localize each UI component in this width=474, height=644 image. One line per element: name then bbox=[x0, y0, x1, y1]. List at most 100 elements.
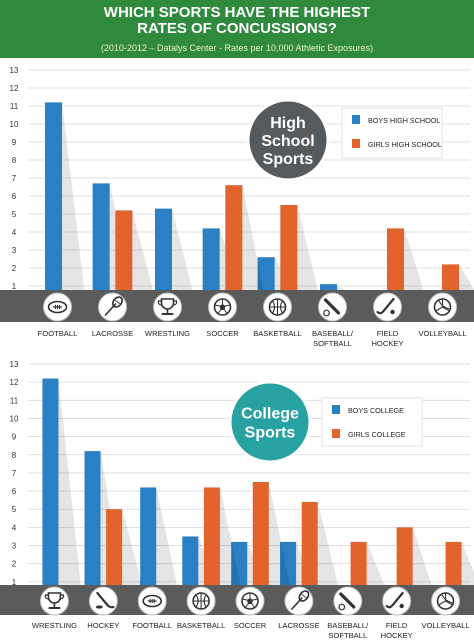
category-7: VOLLEYBALL bbox=[418, 292, 467, 338]
category-6: BASEBALL/SOFTBALL bbox=[327, 586, 369, 640]
x-tick-label: HOCKEY bbox=[87, 621, 119, 630]
y-tick-label: 11 bbox=[10, 396, 19, 405]
badge-circle bbox=[228, 380, 312, 464]
section-badge: College Sports bbox=[228, 380, 312, 464]
x-tick-label: SOFTBALL bbox=[328, 631, 367, 640]
y-tick-label: 10 bbox=[10, 414, 19, 423]
x-tick-label: FOOTBALL bbox=[38, 329, 78, 338]
legend-label: GIRLS HIGH SCHOOL bbox=[368, 140, 442, 149]
bar-girls-4 bbox=[280, 205, 298, 304]
basketball-icon bbox=[192, 592, 210, 610]
bar-girls-1 bbox=[106, 509, 123, 600]
badge-text-line: School bbox=[261, 133, 314, 150]
bar-boys-1 bbox=[92, 183, 110, 304]
bars bbox=[45, 102, 474, 305]
soccer-ball-icon bbox=[241, 592, 259, 610]
x-tick-label: FIELD bbox=[377, 329, 399, 338]
x-tick-label: LACROSSE bbox=[278, 621, 319, 630]
soccer-ball-icon bbox=[213, 298, 232, 316]
x-tick-label: LACROSSE bbox=[92, 329, 133, 338]
y-tick-label: 8 bbox=[12, 451, 17, 460]
badge-circle bbox=[246, 98, 330, 182]
x-tick-label: BASKETBALL bbox=[253, 329, 302, 338]
lacrosse-stick-icon bbox=[104, 296, 123, 316]
chart-panel-college: 012345678910111213WRESTLINGHOCKEYFOOTBAL… bbox=[0, 356, 474, 640]
category-2: WRESTLING bbox=[145, 292, 190, 338]
bar-boys-3 bbox=[182, 536, 199, 600]
football-icon bbox=[47, 300, 68, 314]
basketball-icon bbox=[268, 298, 287, 316]
bar-girls-3 bbox=[203, 487, 220, 600]
y-tick-label: 3 bbox=[12, 246, 17, 255]
x-tick-label: HOCKEY bbox=[371, 339, 403, 348]
bar-girls-4 bbox=[252, 482, 269, 600]
y-tick-label: 11 bbox=[10, 102, 19, 111]
x-tick-label: BASEBALL/ bbox=[327, 621, 369, 630]
y-tick-label: 1 bbox=[12, 578, 17, 587]
y-tick-label: 12 bbox=[10, 84, 19, 93]
y-tick-label: 2 bbox=[12, 560, 17, 569]
bars bbox=[42, 378, 474, 600]
header-banner: WHICH SPORTS HAVE THE HIGHEST RATES OF C… bbox=[0, 0, 474, 58]
x-tick-label: FIELD bbox=[386, 621, 408, 630]
y-tick-label: 7 bbox=[12, 469, 17, 478]
y-tick-label: 3 bbox=[12, 542, 17, 551]
legend-swatch bbox=[332, 429, 340, 438]
y-tick-label: 9 bbox=[12, 138, 17, 147]
legend-swatch bbox=[352, 139, 360, 148]
y-tick-label: 7 bbox=[12, 174, 17, 183]
y-tick-label: 4 bbox=[12, 523, 17, 532]
legend-label: GIRLS COLLEGE bbox=[348, 430, 406, 439]
x-tick-label: SOFTBALL bbox=[313, 339, 352, 348]
y-tick-label: 13 bbox=[10, 66, 19, 75]
y-tick-label: 5 bbox=[12, 210, 17, 219]
lacrosse-stick-icon bbox=[291, 590, 310, 610]
x-tick-label: WRESTLING bbox=[32, 621, 77, 630]
y-tick-label: 12 bbox=[10, 378, 19, 387]
volleyball-icon bbox=[436, 592, 455, 610]
x-tick-label: BASEBALL/ bbox=[312, 329, 354, 338]
trophy-icon bbox=[157, 298, 178, 315]
x-tick-label: SOCCER bbox=[206, 329, 239, 338]
legend-swatch bbox=[332, 405, 340, 414]
x-tick-label: WRESTLING bbox=[145, 329, 190, 338]
x-tick-label: VOLLEYBALL bbox=[421, 621, 469, 630]
legend: BOYS COLLEGE GIRLS COLLEGE bbox=[321, 397, 423, 447]
x-tick-label: BASKETBALL bbox=[177, 621, 226, 630]
category-1: HOCKEY bbox=[87, 586, 119, 630]
y-tick-label: 6 bbox=[12, 487, 17, 496]
field-hockey-icon bbox=[385, 591, 404, 609]
bar-girls-1 bbox=[115, 210, 133, 304]
category-icon-circle bbox=[39, 586, 69, 616]
category-0: FOOTBALL bbox=[38, 292, 78, 338]
category-1: LACROSSE bbox=[92, 292, 133, 338]
category-5: BASEBALL/SOFTBALL bbox=[312, 292, 354, 348]
badge-text-line: College bbox=[241, 406, 299, 423]
x-axis-categories: WRESTLING HOCKEY FOOTBALL BASKETBALL SOCCER L… bbox=[32, 586, 470, 640]
legend-box bbox=[341, 107, 443, 159]
y-tick-label: 1 bbox=[12, 282, 17, 291]
category-icon-circle bbox=[153, 292, 182, 322]
y-tick-label: 9 bbox=[12, 433, 17, 442]
bar-boys-1 bbox=[84, 451, 101, 600]
bar-boys-2 bbox=[155, 208, 172, 304]
badge-text-line: High bbox=[270, 115, 306, 132]
category-0: WRESTLING bbox=[32, 586, 77, 630]
baseball-bat-icon bbox=[338, 592, 356, 611]
category-3: SOCCER bbox=[206, 292, 239, 338]
category-2: FOOTBALL bbox=[132, 586, 172, 630]
y-tick-label: 10 bbox=[10, 120, 19, 129]
bar-girls-7 bbox=[396, 527, 413, 600]
football-icon bbox=[142, 594, 163, 608]
trophy-icon bbox=[44, 592, 65, 609]
category-4: BASKETBALL bbox=[253, 292, 302, 338]
category-3: BASKETBALL bbox=[177, 586, 226, 630]
category-8: VOLLEYBALL bbox=[421, 586, 470, 630]
y-tick-label: 5 bbox=[12, 505, 17, 514]
legend-label: BOYS COLLEGE bbox=[348, 406, 404, 415]
y-tick-label: 2 bbox=[12, 264, 17, 273]
